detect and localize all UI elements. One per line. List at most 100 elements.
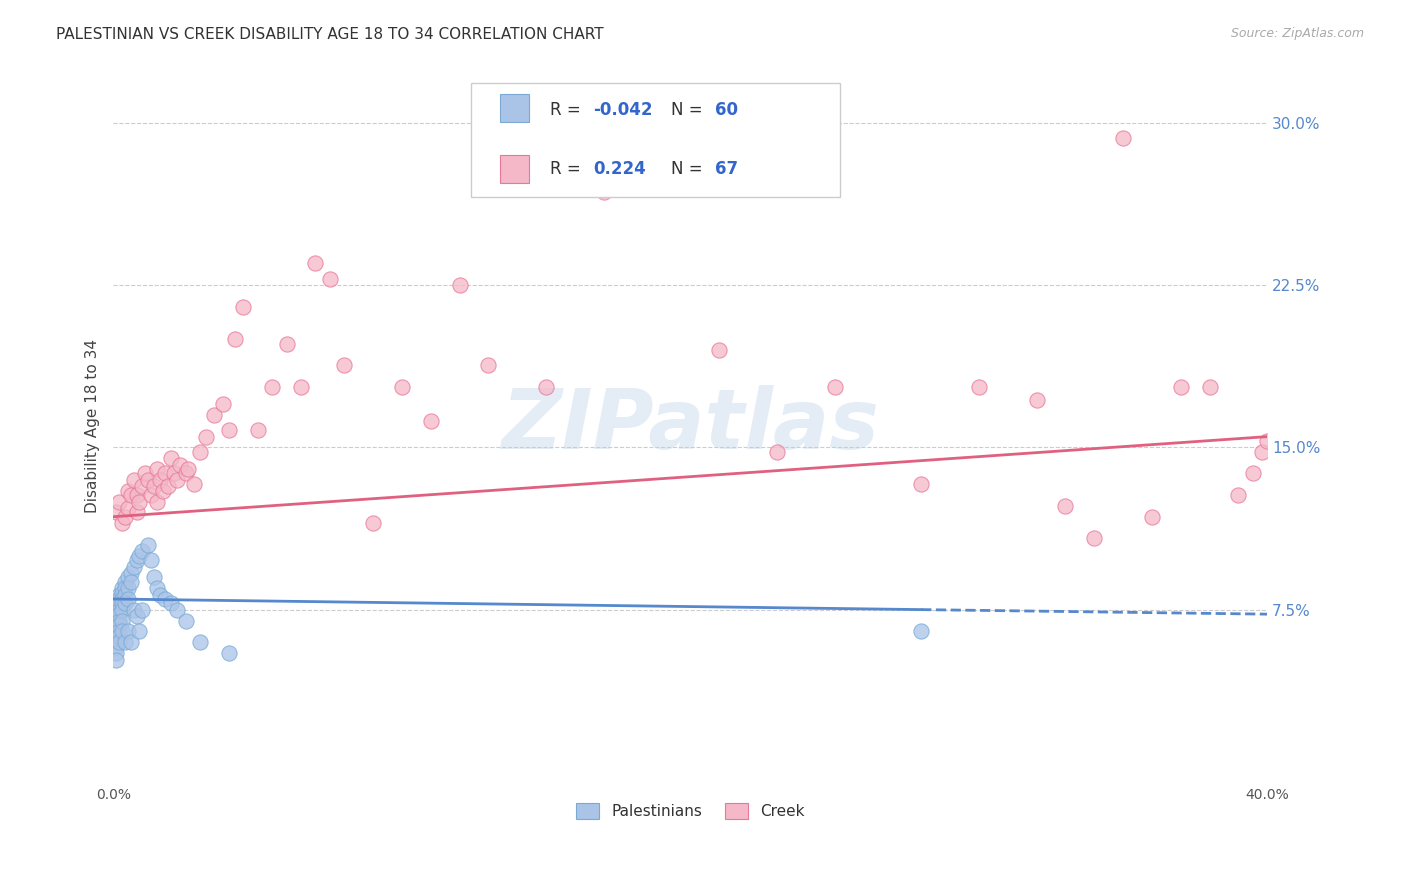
Point: [142, 570, 165, 584]
Point: [188, 444, 211, 458]
Point: [114, 635, 136, 649]
Point: [105, 603, 128, 617]
Point: [391, 380, 413, 394]
Point: [232, 300, 254, 314]
Point: [188, 635, 211, 649]
Text: PALESTINIAN VS CREEK DISABILITY AGE 18 TO 34 CORRELATION CHART: PALESTINIAN VS CREEK DISABILITY AGE 18 T…: [56, 27, 603, 42]
Point: [114, 581, 136, 595]
Text: R =: R =: [550, 101, 586, 119]
Point: [449, 278, 471, 293]
Point: [163, 467, 186, 481]
Point: [108, 596, 131, 610]
Point: [152, 483, 174, 498]
Point: [534, 380, 557, 394]
Point: [145, 462, 167, 476]
Point: [1112, 130, 1135, 145]
Point: [160, 596, 183, 610]
Point: [157, 479, 180, 493]
Point: [139, 488, 162, 502]
Point: [111, 624, 134, 639]
Point: [128, 494, 150, 508]
Point: [134, 467, 156, 481]
Point: [218, 646, 240, 660]
Point: [117, 501, 139, 516]
Point: [128, 624, 150, 639]
Point: [1198, 380, 1220, 394]
Point: [169, 458, 191, 472]
Text: 67: 67: [714, 160, 738, 178]
Point: [105, 652, 128, 666]
FancyBboxPatch shape: [471, 83, 841, 197]
Y-axis label: Disability Age 18 to 34: Disability Age 18 to 34: [86, 339, 100, 513]
Point: [262, 380, 284, 394]
Point: [108, 629, 131, 643]
Point: [108, 624, 131, 639]
Point: [131, 479, 153, 493]
Point: [125, 488, 148, 502]
Point: [114, 509, 136, 524]
Point: [108, 618, 131, 632]
Point: [204, 408, 226, 422]
Point: [108, 588, 131, 602]
Point: [361, 516, 384, 531]
Point: [651, 176, 673, 190]
Point: [290, 380, 312, 394]
Point: [125, 553, 148, 567]
Point: [105, 505, 128, 519]
Point: [105, 609, 128, 624]
Point: [108, 603, 131, 617]
Point: [114, 574, 136, 589]
Point: [105, 618, 128, 632]
Point: [125, 609, 148, 624]
Point: [120, 635, 142, 649]
Point: [114, 588, 136, 602]
Text: 0.224: 0.224: [593, 160, 647, 178]
Text: N =: N =: [671, 160, 707, 178]
Point: [142, 479, 165, 493]
Point: [1083, 532, 1105, 546]
Point: [1054, 499, 1077, 513]
Legend: Palestinians, Creek: Palestinians, Creek: [569, 797, 811, 825]
Point: [105, 624, 128, 639]
Point: [419, 414, 441, 428]
Point: [117, 624, 139, 639]
Point: [910, 477, 932, 491]
Point: [194, 429, 217, 443]
Point: [149, 588, 172, 602]
Point: [477, 358, 499, 372]
Point: [166, 603, 188, 617]
Point: [183, 477, 205, 491]
Text: R =: R =: [550, 160, 591, 178]
Point: [120, 488, 142, 502]
Point: [155, 592, 177, 607]
Point: [1250, 444, 1272, 458]
Point: [117, 570, 139, 584]
Bar: [501, 94, 529, 122]
Point: [111, 596, 134, 610]
Text: -0.042: -0.042: [593, 101, 652, 119]
Point: [1227, 488, 1250, 502]
Point: [145, 494, 167, 508]
Point: [212, 397, 235, 411]
Point: [105, 646, 128, 660]
Point: [1170, 380, 1192, 394]
Point: [108, 592, 131, 607]
Point: [136, 473, 159, 487]
Point: [111, 592, 134, 607]
Point: [105, 635, 128, 649]
Point: [117, 483, 139, 498]
Point: [139, 553, 162, 567]
Point: [766, 444, 789, 458]
Point: [174, 467, 197, 481]
Text: Source: ZipAtlas.com: Source: ZipAtlas.com: [1230, 27, 1364, 40]
Point: [149, 473, 172, 487]
Point: [122, 559, 145, 574]
Point: [120, 574, 142, 589]
Point: [111, 585, 134, 599]
Point: [105, 596, 128, 610]
Point: [136, 538, 159, 552]
Point: [108, 494, 131, 508]
Point: [166, 473, 188, 487]
Point: [276, 336, 298, 351]
Point: [111, 603, 134, 617]
